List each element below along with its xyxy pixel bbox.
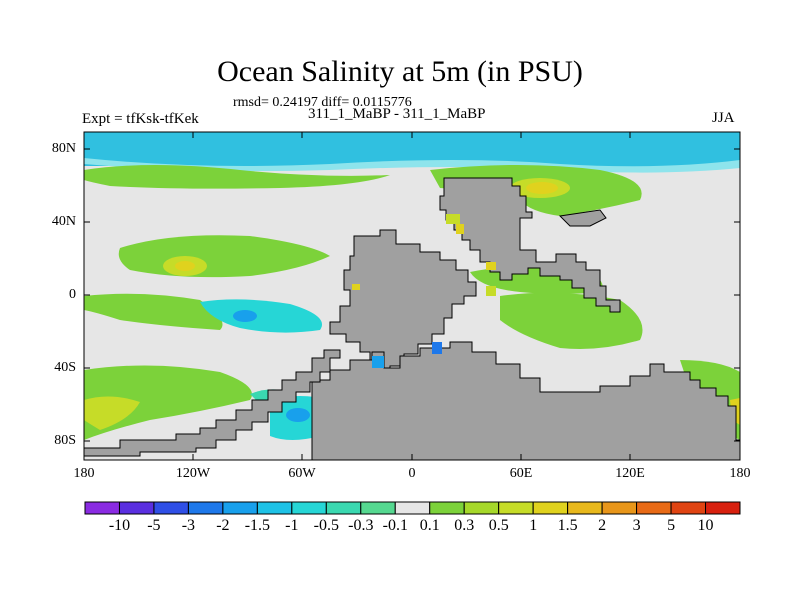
lon-label: 180 <box>73 466 95 481</box>
colorbar-box <box>187 501 224 515</box>
lon-label: 60W <box>288 466 316 481</box>
colorbar-box <box>601 501 638 515</box>
north-pacific-band <box>84 165 390 189</box>
lat-label: 80N <box>51 141 76 156</box>
colorbar-label: 1 <box>529 517 538 534</box>
runs-label: 311_1_MaBP - 311_1_MaBP <box>308 106 486 122</box>
colorbar-box <box>429 501 465 515</box>
colorbar-box <box>705 501 741 515</box>
colorbar-box <box>394 501 431 515</box>
lon-label: 0 <box>408 466 416 481</box>
colorbar-label: -0.1 <box>382 517 408 534</box>
colorbar-label: 10 <box>697 517 714 534</box>
colorbar-label: 5 <box>667 517 676 534</box>
colorbar-box <box>463 501 500 515</box>
colorbar-label: 2 <box>598 517 607 534</box>
colorbar-label: 0.1 <box>419 517 440 534</box>
colorbar-box <box>360 501 396 515</box>
land-masses <box>84 177 740 460</box>
stats-text: rmsd= 0.24197 diff= 0.0115776 <box>233 95 412 110</box>
lat-label: 80S <box>54 433 76 448</box>
colorbar-box <box>84 501 120 515</box>
colorbar-label: -5 <box>147 517 161 534</box>
axis-ticks <box>84 132 740 460</box>
colorbar-box <box>670 501 707 515</box>
lon-label: 60E <box>509 466 533 481</box>
colorbar-label: -1 <box>285 517 299 534</box>
colorbar-label: -0.3 <box>348 517 374 534</box>
colorbar-label: 3 <box>632 517 641 534</box>
lat-label: 40S <box>54 360 76 375</box>
colorbar-label: 1.5 <box>557 517 578 534</box>
colorbar-box <box>325 501 362 515</box>
season-label: JJA <box>712 110 735 126</box>
colorbar-label: 0.3 <box>454 517 475 534</box>
lat-label: 40N <box>51 214 76 229</box>
colorbar-label: -2 <box>216 517 230 534</box>
lat-label: 0 <box>69 287 76 302</box>
colorbar-label: -0.5 <box>313 517 339 534</box>
colorbar-label: -1.5 <box>244 517 271 534</box>
page-title: Ocean Salinity at 5m (in PSU) <box>217 55 583 88</box>
colorbar-box <box>532 501 569 515</box>
colorbar-box <box>498 501 534 515</box>
colorbar-box <box>256 501 293 515</box>
colorbar-box <box>567 501 603 515</box>
lon-label: 180 <box>729 466 751 481</box>
colorbar-box <box>118 501 155 515</box>
colorbar-box <box>222 501 258 515</box>
indian-ocean-region <box>500 292 643 349</box>
experiment-label: Expt = tfKsk-tfKek <box>82 111 199 127</box>
colorbar-label: 0.5 <box>488 517 509 534</box>
colorbar-label: -10 <box>108 517 131 534</box>
southern-ocean-band <box>84 365 252 440</box>
colorbar-box <box>291 501 327 515</box>
colorbar-label: -3 <box>181 517 196 534</box>
tropical-fresh-patch <box>200 299 322 333</box>
colorbar-box <box>153 501 189 515</box>
lon-label: 120W <box>175 466 211 481</box>
colorbar-box <box>636 501 672 515</box>
lon-label: 120E <box>615 466 645 481</box>
